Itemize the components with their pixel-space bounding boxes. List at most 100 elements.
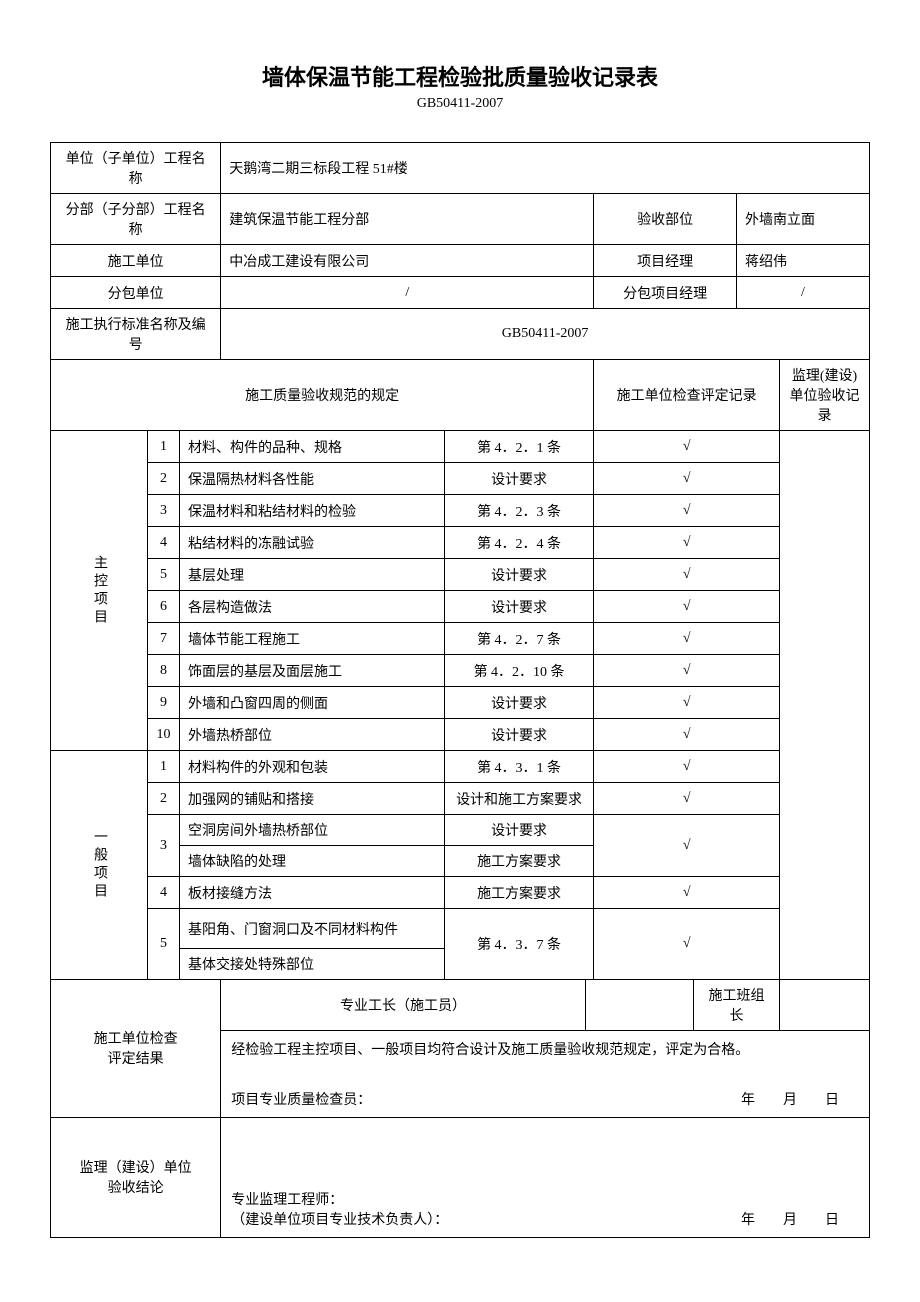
item-name: 基体交接处特殊部位 xyxy=(180,949,445,980)
item-check: √ xyxy=(594,783,780,815)
item-name: 加强网的铺贴和搭接 xyxy=(180,783,445,815)
item-num: 3 xyxy=(148,495,180,527)
standard-label: 施工执行标准名称及编号 xyxy=(51,309,221,360)
item-name: 保温隔热材料各性能 xyxy=(180,463,445,495)
item-check: √ xyxy=(594,687,780,719)
subcontractor-label: 分包单位 xyxy=(51,277,221,309)
spec-column: 施工质量验收规范的规定 xyxy=(51,360,594,431)
item-spec: 施工方案要求 xyxy=(444,846,594,877)
item-name: 墙体节能工程施工 xyxy=(180,623,445,655)
standard-value: GB50411-2007 xyxy=(221,309,870,360)
accept-part-label: 验收部位 xyxy=(594,194,737,245)
table-row: 9 外墙和凸窗四周的侧面 设计要求 √ xyxy=(51,687,870,719)
item-check: √ xyxy=(594,751,780,783)
item-check: √ xyxy=(594,815,780,877)
document-subtitle: GB50411-2007 xyxy=(50,96,870,112)
item-spec: 设计要求 xyxy=(444,559,594,591)
table-row: 10 外墙热桥部位 设计要求 √ xyxy=(51,719,870,751)
subcontractor-value: / xyxy=(221,277,594,309)
item-num: 1 xyxy=(148,431,180,463)
item-check: √ xyxy=(594,431,780,463)
item-name: 饰面层的基层及面层施工 xyxy=(180,655,445,687)
item-num: 1 xyxy=(148,751,180,783)
item-name: 墙体缺陷的处理 xyxy=(180,846,445,877)
unit-name-value: 天鹅湾二期三标段工程 51#楼 xyxy=(221,143,870,194)
date-text: 年 月 日 xyxy=(741,1209,859,1229)
inspector-label: 项目专业质量检查员： xyxy=(231,1089,371,1109)
item-num: 10 xyxy=(148,719,180,751)
item-check: √ xyxy=(594,909,780,980)
item-num: 4 xyxy=(148,877,180,909)
item-num: 8 xyxy=(148,655,180,687)
table-row: 主控项目 1 材料、构件的品种、规格 第 4．2．1 条 √ xyxy=(51,431,870,463)
item-num: 5 xyxy=(148,909,180,980)
sub-pm-label: 分包项目经理 xyxy=(594,277,737,309)
result-text: 经检验工程主控项目、一般项目均符合设计及施工质量验收规范规定，评定为合格。 xyxy=(221,1031,870,1081)
item-num: 2 xyxy=(148,463,180,495)
foreman-value xyxy=(585,980,693,1031)
item-check: √ xyxy=(594,623,780,655)
item-spec: 设计要求 xyxy=(444,719,594,751)
table-row: 一般项目 1 材料构件的外观和包装 第 4．3．1 条 √ xyxy=(51,751,870,783)
table-row: 4 板材接缝方法 施工方案要求 √ xyxy=(51,877,870,909)
item-spec: 第 4．3．1 条 xyxy=(444,751,594,783)
teamleader-value xyxy=(780,980,870,1031)
date-text: 年 月 日 xyxy=(741,1089,859,1109)
item-num: 5 xyxy=(148,559,180,591)
unit-result-label: 施工单位检查 评定结果 xyxy=(51,980,221,1118)
subunit-value: 建筑保温节能工程分部 xyxy=(221,194,594,245)
item-name: 外墙和凸窗四周的侧面 xyxy=(180,687,445,719)
item-check: √ xyxy=(594,463,780,495)
item-num: 7 xyxy=(148,623,180,655)
table-row: 8 饰面层的基层及面层施工 第 4．2．10 条 √ xyxy=(51,655,870,687)
pm-value: 蒋绍伟 xyxy=(736,245,869,277)
item-spec: 第 4．3．7 条 xyxy=(444,909,594,980)
item-spec: 设计要求 xyxy=(444,591,594,623)
item-spec: 施工方案要求 xyxy=(444,877,594,909)
supervisor-record xyxy=(780,431,870,980)
main-section-label: 主控项目 xyxy=(51,431,148,751)
item-name: 保温材料和粘结材料的检验 xyxy=(180,495,445,527)
unit-name-label: 单位（子单位）工程名称 xyxy=(51,143,221,194)
item-name: 材料、构件的品种、规格 xyxy=(180,431,445,463)
item-name: 基层处理 xyxy=(180,559,445,591)
subunit-label: 分部（子分部）工程名称 xyxy=(51,194,221,245)
constructor-value: 中冶成工建设有限公司 xyxy=(221,245,594,277)
item-num: 6 xyxy=(148,591,180,623)
item-num: 2 xyxy=(148,783,180,815)
item-spec: 第 4．2．4 条 xyxy=(444,527,594,559)
item-spec: 第 4．2．10 条 xyxy=(444,655,594,687)
item-check: √ xyxy=(594,591,780,623)
main-table: 单位（子单位）工程名称 天鹅湾二期三标段工程 51#楼 分部（子分部）工程名称 … xyxy=(50,142,870,1238)
table-row: 7 墙体节能工程施工 第 4．2．7 条 √ xyxy=(51,623,870,655)
table-row: 5 基阳角、门窗洞口及不同材料构件 第 4．3．7 条 √ xyxy=(51,909,870,949)
item-spec: 第 4．2．1 条 xyxy=(444,431,594,463)
teamleader-label: 施工班组长 xyxy=(694,980,780,1031)
supervisor-engineer: 专业监理工程师： xyxy=(231,1189,859,1209)
item-name: 各层构造做法 xyxy=(180,591,445,623)
item-spec: 第 4．2．7 条 xyxy=(444,623,594,655)
item-spec: 设计要求 xyxy=(444,815,594,846)
supervisor-result-label: 监理（建设）单位 验收结论 xyxy=(51,1117,221,1237)
table-row: 2 保温隔热材料各性能 设计要求 √ xyxy=(51,463,870,495)
item-name: 板材接缝方法 xyxy=(180,877,445,909)
owner-tech: （建设单位项目专业技术负责人）： xyxy=(231,1209,448,1229)
item-num: 9 xyxy=(148,687,180,719)
sub-pm-value: / xyxy=(736,277,869,309)
document-title: 墙体保温节能工程检验批质量验收记录表 xyxy=(50,60,870,92)
general-section-label: 一般项目 xyxy=(51,751,148,980)
item-name: 材料构件的外观和包装 xyxy=(180,751,445,783)
item-spec: 设计要求 xyxy=(444,687,594,719)
item-num: 3 xyxy=(148,815,180,877)
item-num: 4 xyxy=(148,527,180,559)
accept-part-value: 外墙南立面 xyxy=(736,194,869,245)
item-name: 外墙热桥部位 xyxy=(180,719,445,751)
table-row: 2 加强网的铺贴和搭接 设计和施工方案要求 √ xyxy=(51,783,870,815)
item-check: √ xyxy=(594,495,780,527)
item-check: √ xyxy=(594,655,780,687)
table-row: 3 保温材料和粘结材料的检验 第 4．2．3 条 √ xyxy=(51,495,870,527)
item-name: 空洞房间外墙热桥部位 xyxy=(180,815,445,846)
table-row: 3 空洞房间外墙热桥部位 设计要求 √ xyxy=(51,815,870,846)
item-spec: 设计和施工方案要求 xyxy=(444,783,594,815)
constructor-label: 施工单位 xyxy=(51,245,221,277)
